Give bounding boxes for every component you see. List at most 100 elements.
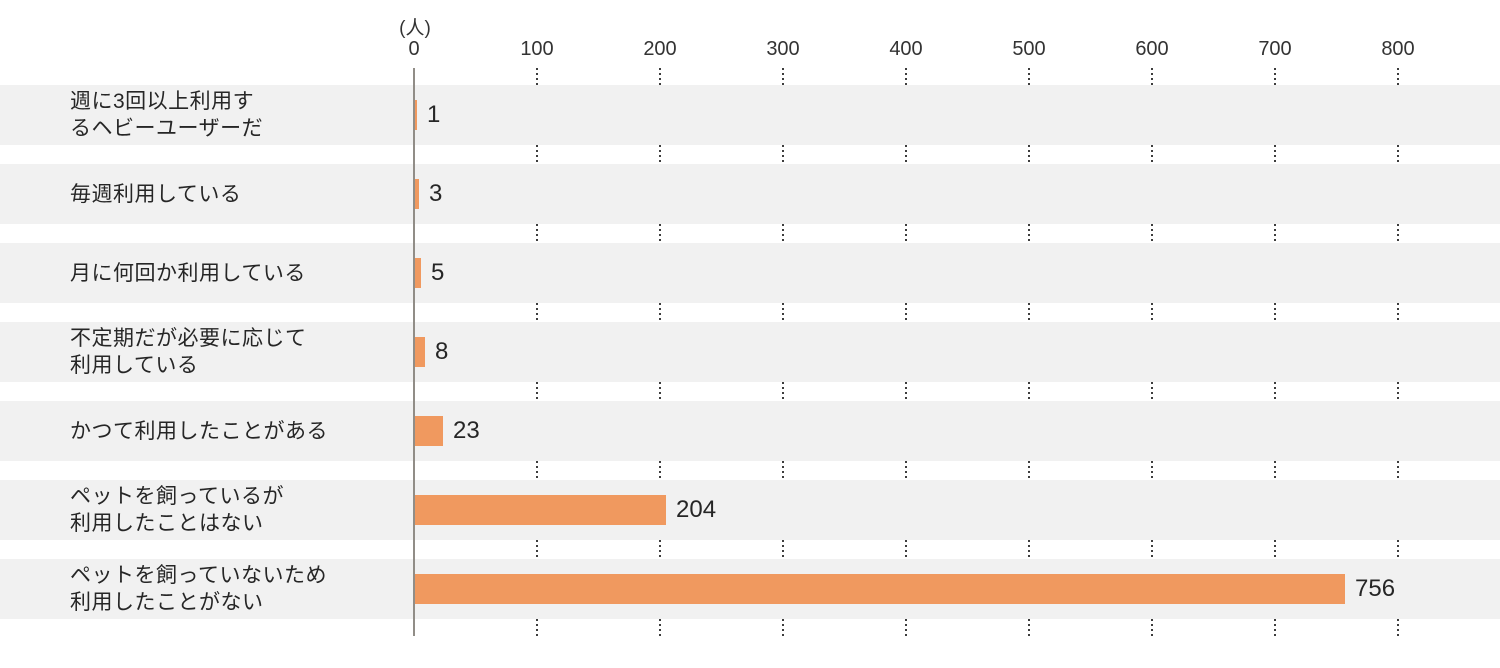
row-band xyxy=(0,85,1500,145)
bar xyxy=(415,100,417,130)
dotted-gridline-segment xyxy=(1397,145,1399,164)
dotted-gridline-segment xyxy=(1397,540,1399,559)
dotted-gridline-segment xyxy=(659,540,661,559)
dotted-gridline-segment xyxy=(1151,224,1153,243)
x-tick-label: 600 xyxy=(1135,38,1169,60)
dotted-gridline-segment xyxy=(782,145,784,164)
bar-value-label: 8 xyxy=(435,338,449,365)
dotted-gridline-segment xyxy=(905,382,907,401)
dotted-gridline-segment xyxy=(1397,619,1399,636)
bar xyxy=(415,179,419,209)
dotted-gridline-segment xyxy=(1274,68,1276,85)
dotted-gridline-segment xyxy=(905,145,907,164)
bar xyxy=(415,495,666,525)
bar xyxy=(415,416,443,446)
dotted-gridline-segment xyxy=(905,68,907,85)
x-tick-label: 100 xyxy=(520,38,554,60)
dotted-gridline-segment xyxy=(782,303,784,322)
dotted-gridline-segment xyxy=(905,224,907,243)
x-tick-label: 200 xyxy=(643,38,677,60)
dotted-gridline-segment xyxy=(1028,145,1030,164)
dotted-gridline-segment xyxy=(1028,303,1030,322)
bar-value-label: 756 xyxy=(1355,575,1396,602)
x-tick-label: 0 xyxy=(408,38,420,60)
row-band xyxy=(0,480,1500,540)
bar-value-label: 3 xyxy=(429,180,443,207)
dotted-gridline-segment xyxy=(1028,461,1030,480)
bar xyxy=(415,337,425,367)
row-band xyxy=(0,243,1500,303)
dotted-gridline-segment xyxy=(905,461,907,480)
dotted-gridline-segment xyxy=(536,540,538,559)
dotted-gridline-segment xyxy=(1151,540,1153,559)
dotted-gridline-segment xyxy=(1274,382,1276,401)
category-label: 週に3回以上利用す るヘビーユーザーだ xyxy=(70,90,264,140)
dotted-gridline-segment xyxy=(1397,303,1399,322)
dotted-gridline-segment xyxy=(1397,382,1399,401)
dotted-gridline-segment xyxy=(782,540,784,559)
dotted-gridline-segment xyxy=(536,68,538,85)
dotted-gridline-segment xyxy=(659,461,661,480)
dotted-gridline-segment xyxy=(905,303,907,322)
dotted-gridline-segment xyxy=(1274,619,1276,636)
dotted-gridline-segment xyxy=(536,382,538,401)
dotted-gridline-segment xyxy=(1028,224,1030,243)
dotted-gridline-segment xyxy=(782,224,784,243)
row-band xyxy=(0,322,1500,382)
dotted-gridline-segment xyxy=(1028,382,1030,401)
dotted-gridline-segment xyxy=(1028,68,1030,85)
axis-unit-label: (人) xyxy=(399,18,431,39)
bar xyxy=(415,258,421,288)
dotted-gridline-segment xyxy=(1151,303,1153,322)
row-band xyxy=(0,164,1500,224)
zero-axis-line xyxy=(413,68,415,636)
dotted-gridline-segment xyxy=(1151,145,1153,164)
dotted-gridline-segment xyxy=(782,382,784,401)
row-band xyxy=(0,401,1500,461)
bar-value-label: 204 xyxy=(676,496,717,523)
dotted-gridline-segment xyxy=(1028,540,1030,559)
category-label: 毎週利用している xyxy=(70,182,242,206)
bar-value-label: 1 xyxy=(427,101,441,128)
dotted-gridline-segment xyxy=(905,540,907,559)
dotted-gridline-segment xyxy=(659,619,661,636)
dotted-gridline-segment xyxy=(536,145,538,164)
dotted-gridline-segment xyxy=(1274,303,1276,322)
bar-value-label: 5 xyxy=(431,259,445,286)
x-tick-label: 800 xyxy=(1381,38,1415,60)
dotted-gridline-segment xyxy=(1151,461,1153,480)
x-tick-label: 400 xyxy=(889,38,923,60)
dotted-gridline-segment xyxy=(782,619,784,636)
x-tick-label: 300 xyxy=(766,38,800,60)
category-label: 月に何回か利用している xyxy=(70,261,306,285)
category-label: ペットを飼っていないため 利用したことがない xyxy=(70,564,327,614)
dotted-gridline-segment xyxy=(1151,382,1153,401)
dotted-gridline-segment xyxy=(1397,68,1399,85)
dotted-gridline-segment xyxy=(1274,145,1276,164)
dotted-gridline-segment xyxy=(659,224,661,243)
dotted-gridline-segment xyxy=(1028,619,1030,636)
dotted-gridline-segment xyxy=(1397,461,1399,480)
dotted-gridline-segment xyxy=(536,619,538,636)
dotted-gridline-segment xyxy=(1151,68,1153,85)
category-label: かつて利用したことがある xyxy=(70,419,328,443)
bar-value-label: 23 xyxy=(453,417,480,444)
dotted-gridline-segment xyxy=(782,461,784,480)
dotted-gridline-segment xyxy=(659,68,661,85)
x-tick-label: 500 xyxy=(1012,38,1046,60)
dotted-gridline-segment xyxy=(659,145,661,164)
dotted-gridline-segment xyxy=(905,619,907,636)
dotted-gridline-segment xyxy=(1274,224,1276,243)
dotted-gridline-segment xyxy=(659,382,661,401)
dotted-gridline-segment xyxy=(536,303,538,322)
category-label: 不定期だが必要に応じて 利用している xyxy=(70,327,307,377)
category-label: ペットを飼っているが 利用したことはない xyxy=(70,485,284,535)
dotted-gridline-segment xyxy=(1274,461,1276,480)
x-tick-label: 700 xyxy=(1258,38,1292,60)
dotted-gridline-segment xyxy=(782,68,784,85)
dotted-gridline-segment xyxy=(659,303,661,322)
dotted-gridline-segment xyxy=(536,461,538,480)
bar xyxy=(415,574,1345,604)
dotted-gridline-segment xyxy=(1397,224,1399,243)
